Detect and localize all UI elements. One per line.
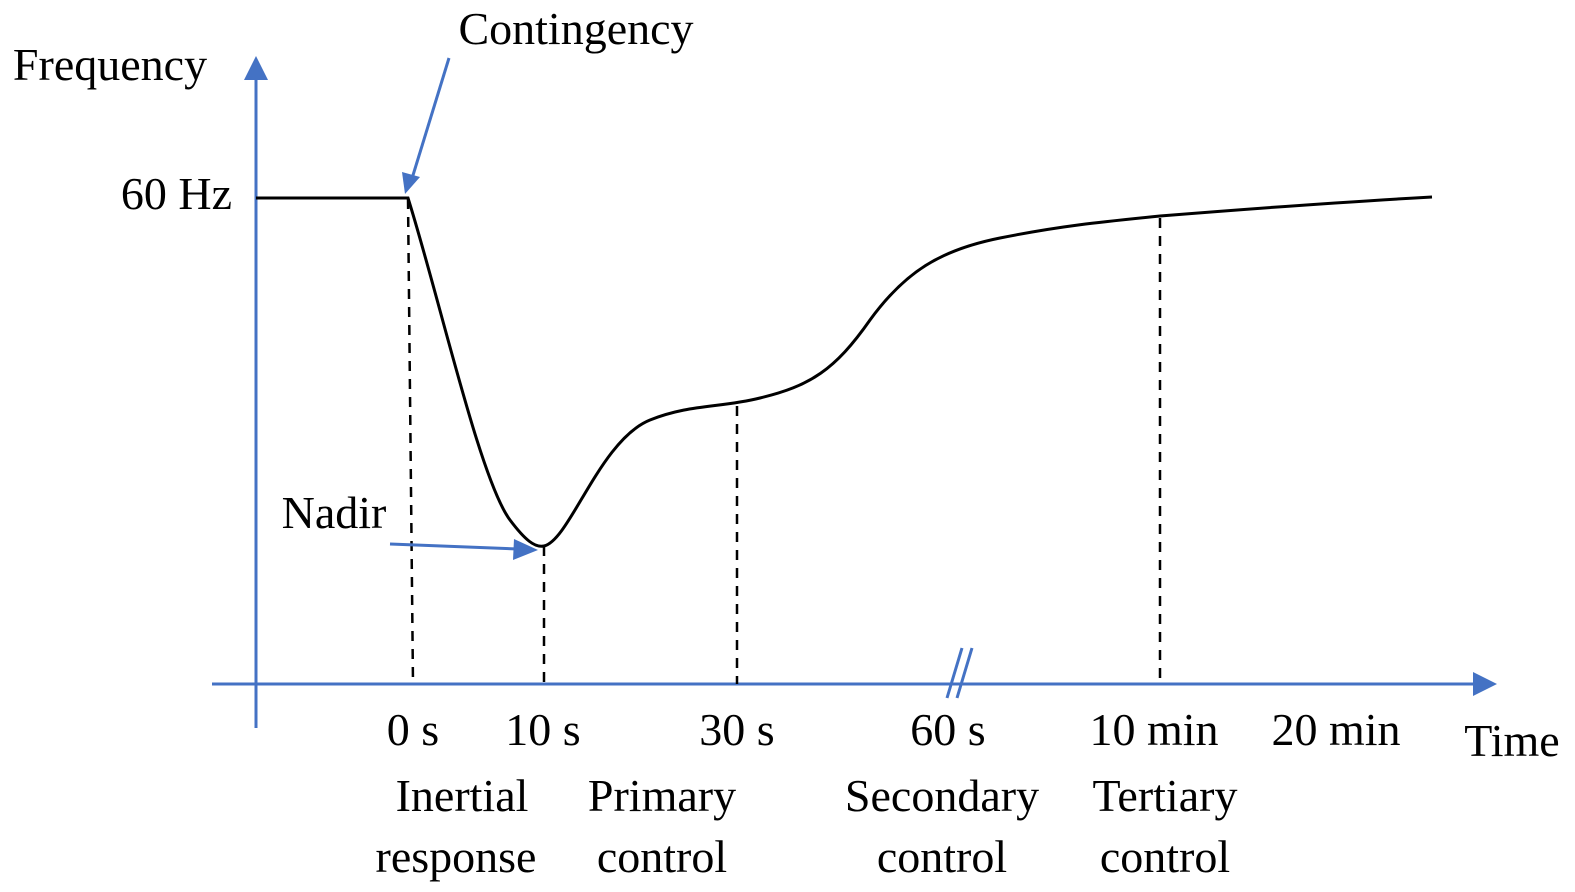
phase-secondary-line2: control <box>877 831 1007 882</box>
frequency-curve <box>256 195 1433 548</box>
x-axis-label: Time <box>1464 715 1559 766</box>
time-tick-30s: 30 s <box>699 704 774 755</box>
phase-tertiary-line2: control <box>1100 831 1230 882</box>
y-axis-arrowhead <box>244 56 268 80</box>
axis-break-mark-1 <box>945 647 964 699</box>
dashed-guide-0s <box>406 198 415 685</box>
time-tick-60s: 60 s <box>910 704 985 755</box>
phase-primary-line1: Primary <box>588 770 736 821</box>
phase-inertial-line1: Inertial <box>396 770 529 821</box>
y-tick-60hz: 60 Hz <box>121 168 232 219</box>
nadir-label: Nadir <box>282 487 387 538</box>
time-tick-10min: 10 min <box>1089 704 1218 755</box>
time-tick-10s: 10 s <box>505 704 580 755</box>
nadir-arrowhead <box>513 539 538 560</box>
phase-tertiary-line1: Tertiary <box>1093 770 1238 821</box>
y-axis-label: Frequency <box>13 39 207 90</box>
axis-break-mark-2 <box>955 647 974 699</box>
phase-primary-line2: control <box>597 831 727 882</box>
x-axis-arrowhead <box>1473 672 1497 696</box>
phase-inertial-line2: response <box>376 831 537 882</box>
contingency-label: Contingency <box>458 3 693 54</box>
time-tick-20min: 20 min <box>1271 704 1400 755</box>
time-tick-0s: 0 s <box>387 704 439 755</box>
contingency-arrowhead <box>402 172 420 194</box>
phase-secondary-line1: Secondary <box>845 770 1039 821</box>
contingency-arrow <box>408 57 451 186</box>
nadir-arrow <box>389 542 519 551</box>
